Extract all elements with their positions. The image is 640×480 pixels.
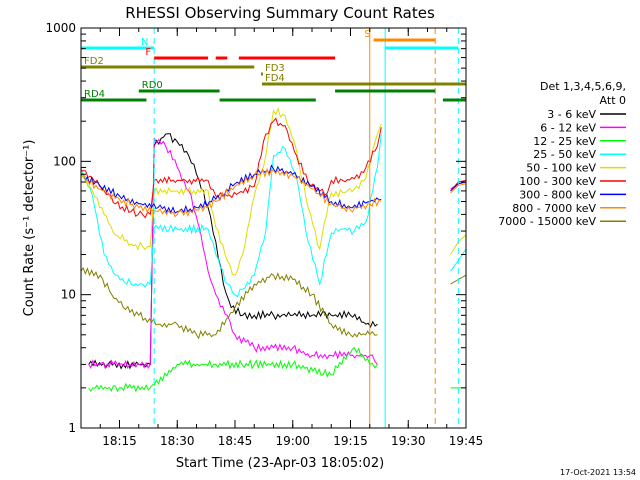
x-tick-label: 18:45: [218, 434, 253, 448]
data-layer: [80, 107, 467, 393]
flag-label-n: N: [141, 37, 148, 48]
x-tick-label: 19:15: [333, 434, 368, 448]
series-line-25-50-kev: [80, 134, 382, 298]
x-tick-label: 19:45: [449, 434, 484, 448]
y-tick-label: 1000: [45, 21, 76, 35]
legend-label-50-100-kev: 50 - 100 keV: [526, 162, 596, 175]
series-line-3-6-kev: [88, 133, 378, 370]
legend-header: Det 1,3,4,5,6,9, Att 0: [540, 80, 626, 107]
legend-label-12-25-kev: 12 - 25 keV: [533, 135, 596, 148]
legend-label-3-6-kev: 3 - 6 keV: [547, 108, 596, 121]
legend-header-line-2: Att 0: [600, 94, 626, 107]
flag-label-fd2: FD2: [84, 56, 104, 67]
series-line-300-800-kev: [80, 164, 382, 214]
legend-header-line-1: Det 1,3,4,5,6,9,: [540, 80, 626, 93]
legend-label-300-800-kev: 300 - 800 keV: [519, 188, 596, 201]
chart-title: RHESSI Observing Summary Count Rates: [125, 4, 435, 22]
x-tick-label: 18:15: [102, 434, 137, 448]
axes: 18:15 18:30 18:45 19:00 19:15 19:30 19:45 1 10 10…: [45, 21, 483, 448]
y-tick-label: 100: [53, 154, 76, 168]
series-line-100-300-kev: [80, 117, 382, 219]
legend-label-7000-15000-kev: 7000 - 15000 keV: [498, 215, 596, 228]
flag-label-rd4: RD4: [84, 89, 105, 100]
x-axis-label: Start Time (23-Apr-03 18:05:02): [176, 456, 384, 471]
series-line-7000-15000-kev: [80, 266, 378, 340]
y-axis-label: Count Rate (s⁻¹ detector⁻¹): [22, 140, 37, 317]
series-late-800-7000-kev: [450, 183, 467, 194]
legend-label-6-12-kev: 6 - 12 keV: [540, 121, 596, 134]
y-tick-label: 1: [68, 421, 76, 435]
y-tick-label: 10: [61, 288, 76, 302]
legend-label-100-300-kev: 100 - 300 keV: [519, 175, 596, 188]
legend-label-25-50-kev: 25 - 50 keV: [533, 148, 596, 161]
x-tick-label: 19:30: [391, 434, 426, 448]
series-line-800-7000-kev: [80, 167, 382, 218]
flag-label-fd3: FD3: [265, 63, 285, 74]
flag-label-f: F: [145, 47, 151, 58]
timestamp: 17-Oct-2021 13:54: [560, 468, 636, 477]
series-line-6-12-kev: [88, 137, 378, 370]
x-tick-label: 19:00: [275, 434, 310, 448]
legend-label-800-7000-kev: 800 - 7000 keV: [512, 202, 596, 215]
flag-label-s: S: [364, 29, 370, 40]
series-line-12-25-kev: [88, 346, 378, 393]
x-tick-label: 18:30: [160, 434, 195, 448]
series-line-50-100-kev: [80, 107, 382, 276]
flag-label-fd4: FD4: [265, 73, 285, 84]
plot-frame: [80, 27, 467, 429]
flag-label-rd0: RD0: [142, 80, 163, 91]
